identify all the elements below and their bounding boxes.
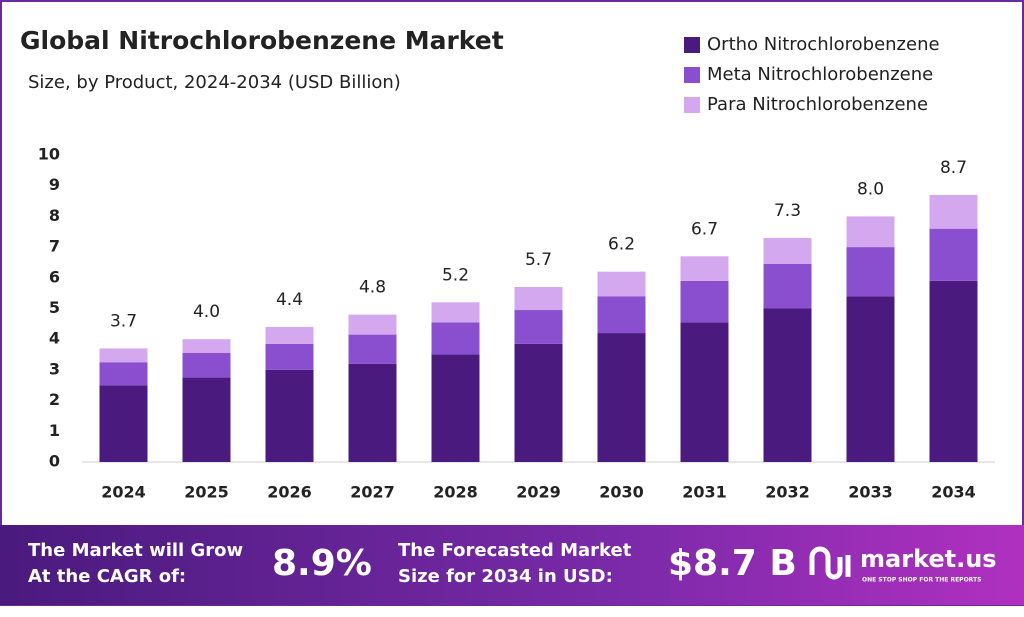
bar-segment <box>265 326 314 344</box>
y-tick-label: 2 <box>49 390 60 409</box>
bar-segment <box>182 339 231 354</box>
footer-value: $8.7 B <box>668 543 797 584</box>
bar-segment <box>431 302 480 323</box>
bar-segment <box>348 314 397 335</box>
total-label: 6.7 <box>691 219 718 239</box>
bar-segment <box>929 280 978 462</box>
bar-segment <box>680 322 729 462</box>
bar-segment <box>99 362 148 386</box>
x-tick-label: 2028 <box>433 483 478 502</box>
footer-text: At the CAGR of: <box>28 566 186 587</box>
footer-text: The Market will Grow <box>28 540 243 561</box>
x-tick-label: 2032 <box>765 483 810 502</box>
bar-segment <box>597 333 646 462</box>
footer: The Market will Grow At the CAGR of: 8.9… <box>28 540 997 587</box>
x-tick-label: 2029 <box>516 483 561 502</box>
bar-segment <box>514 287 563 311</box>
legend-swatch <box>684 67 700 83</box>
footer-text: Size for 2034 in USD: <box>398 566 613 587</box>
bar-segment <box>265 343 314 370</box>
footer-value: 8.9% <box>272 543 372 584</box>
bar-segment <box>265 369 314 462</box>
legend-swatch <box>684 37 700 53</box>
y-tick-label: 5 <box>49 298 60 317</box>
x-tick-label: 2027 <box>350 483 395 502</box>
y-tick-label: 6 <box>49 267 60 286</box>
brand-logo <box>809 546 851 580</box>
footer-text: The Forecasted Market <box>398 540 632 561</box>
bar-segment <box>99 385 148 462</box>
bar-segment <box>514 310 563 344</box>
bar-segment <box>846 247 895 297</box>
total-label: 7.3 <box>774 201 801 221</box>
y-tick-label: 7 <box>49 237 60 256</box>
y-tick-label: 3 <box>49 359 60 378</box>
bar-segment <box>182 353 231 378</box>
total-label: 3.7 <box>110 311 137 331</box>
x-tick-label: 2030 <box>599 483 644 502</box>
total-label: 8.0 <box>857 179 884 199</box>
bar-segment <box>514 343 563 462</box>
bar-segment <box>182 377 231 462</box>
x-tick-label: 2026 <box>267 483 312 502</box>
bar-segment <box>597 271 646 297</box>
y-tick-label: 10 <box>38 145 60 164</box>
legend-label: Meta Nitrochlorobenzene <box>707 64 933 85</box>
total-label: 6.2 <box>608 235 635 255</box>
x-tick-label: 2024 <box>101 483 146 502</box>
bar-segment <box>680 280 729 323</box>
bar-segment <box>348 363 397 462</box>
bar-segment <box>431 354 480 462</box>
legend-label: Ortho Nitrochlorobenzene <box>707 34 940 55</box>
legend-label: Para Nitrochlorobenzene <box>707 94 928 115</box>
bar-segment <box>929 194 978 229</box>
bar-segment <box>763 308 812 462</box>
y-tick-label: 9 <box>49 175 60 194</box>
bar-segment <box>763 263 812 309</box>
total-label: 4.0 <box>193 302 220 322</box>
total-label: 5.2 <box>442 265 469 285</box>
x-tick-label: 2031 <box>682 483 727 502</box>
total-label: 5.7 <box>525 250 552 270</box>
bar-segment <box>929 228 978 281</box>
total-label: 8.7 <box>940 158 967 178</box>
x-tick-label: 2025 <box>184 483 229 502</box>
bar-segment <box>597 296 646 334</box>
y-tick-label: 8 <box>49 206 60 225</box>
y-tick-label: 1 <box>49 421 60 440</box>
y-tick-label: 0 <box>49 452 60 471</box>
brand-tagline: ONE STOP SHOP FOR THE REPORTS <box>862 577 981 584</box>
bar-segment <box>846 216 895 248</box>
bar-segment <box>431 322 480 355</box>
bar-segment <box>680 256 729 281</box>
x-tick-label: 2034 <box>931 483 976 502</box>
bar-segment <box>763 237 812 264</box>
footer-band <box>0 525 1024 605</box>
x-tick-label: 2033 <box>848 483 893 502</box>
total-label: 4.4 <box>276 290 303 310</box>
legend-swatch <box>684 97 700 113</box>
bar-segment <box>348 334 397 364</box>
chart-subtitle: Size, by Product, 2024-2034 (USD Billion… <box>28 72 401 93</box>
y-tick-label: 4 <box>49 329 60 348</box>
chart-title: Global Nitrochlorobenzene Market <box>20 26 504 55</box>
bar-segment <box>99 348 148 363</box>
bar-segment <box>846 296 895 462</box>
brand: market.us <box>860 545 997 573</box>
total-label: 4.8 <box>359 278 386 298</box>
